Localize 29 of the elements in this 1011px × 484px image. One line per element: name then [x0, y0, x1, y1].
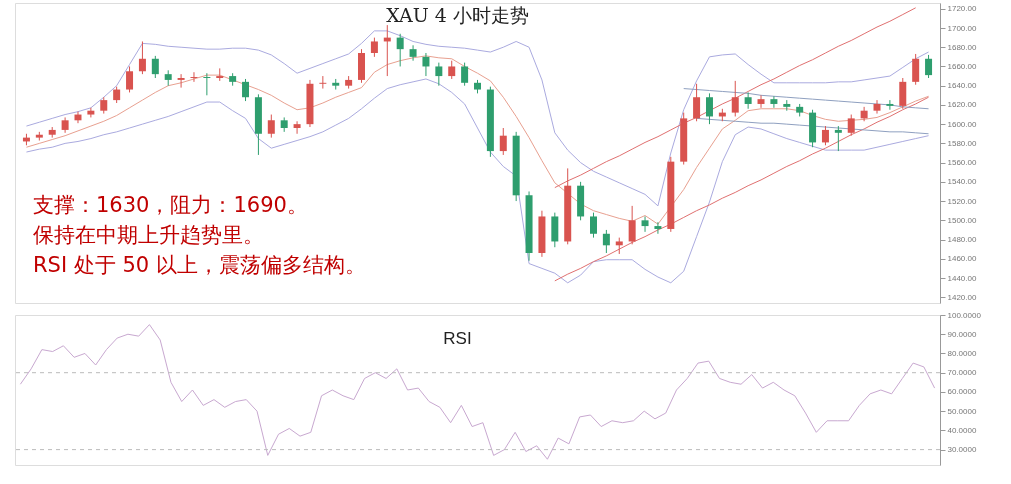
y-tick-label: 60.0000: [947, 387, 977, 397]
y-tick-label: 1440.00: [947, 273, 977, 283]
y-tick-label: 1540.00: [947, 177, 977, 187]
annotation: 支撑：1630，阻力：1690。: [33, 193, 308, 217]
y-tick-label: 50.0000: [947, 406, 977, 416]
chart-title: XAU 4 小时走势: [386, 4, 529, 26]
y-tick-label: 90.0000: [947, 329, 977, 339]
y-tick-label: 1680.00: [947, 42, 977, 52]
y-tick-label: 70.0000: [947, 368, 977, 378]
y-tick-label: 100.0000: [947, 310, 982, 320]
y-tick-label: 1480.00: [947, 235, 977, 245]
y-tick-label: 1600.00: [947, 119, 977, 129]
y-tick-label: 1560.00: [947, 158, 977, 168]
y-tick-label: 1500.00: [947, 215, 977, 225]
y-tick-label: 1700.00: [947, 23, 977, 33]
text: RSI: [443, 329, 472, 348]
y-tick-label: 80.0000: [947, 348, 977, 358]
y-tick-label: 1720.00: [947, 4, 977, 14]
y-tick-label: 1520.00: [947, 196, 977, 206]
y-tick-label: 1620.00: [947, 100, 977, 110]
y-tick-label: 1580.00: [947, 138, 977, 148]
y-tick-label: 1640.00: [947, 81, 977, 91]
annotation: RSI 处于 50 以上，震荡偏多结构。: [33, 253, 366, 277]
annotation: 保持在中期上升趋势里。: [33, 223, 264, 247]
y-tick-label: 1460.00: [947, 254, 977, 264]
y-tick-label: 1660.00: [947, 61, 977, 71]
y-tick-label: 30.0000: [947, 445, 977, 455]
y-tick-label: 1420.00: [947, 292, 977, 302]
y-tick-label: 40.0000: [947, 425, 977, 435]
